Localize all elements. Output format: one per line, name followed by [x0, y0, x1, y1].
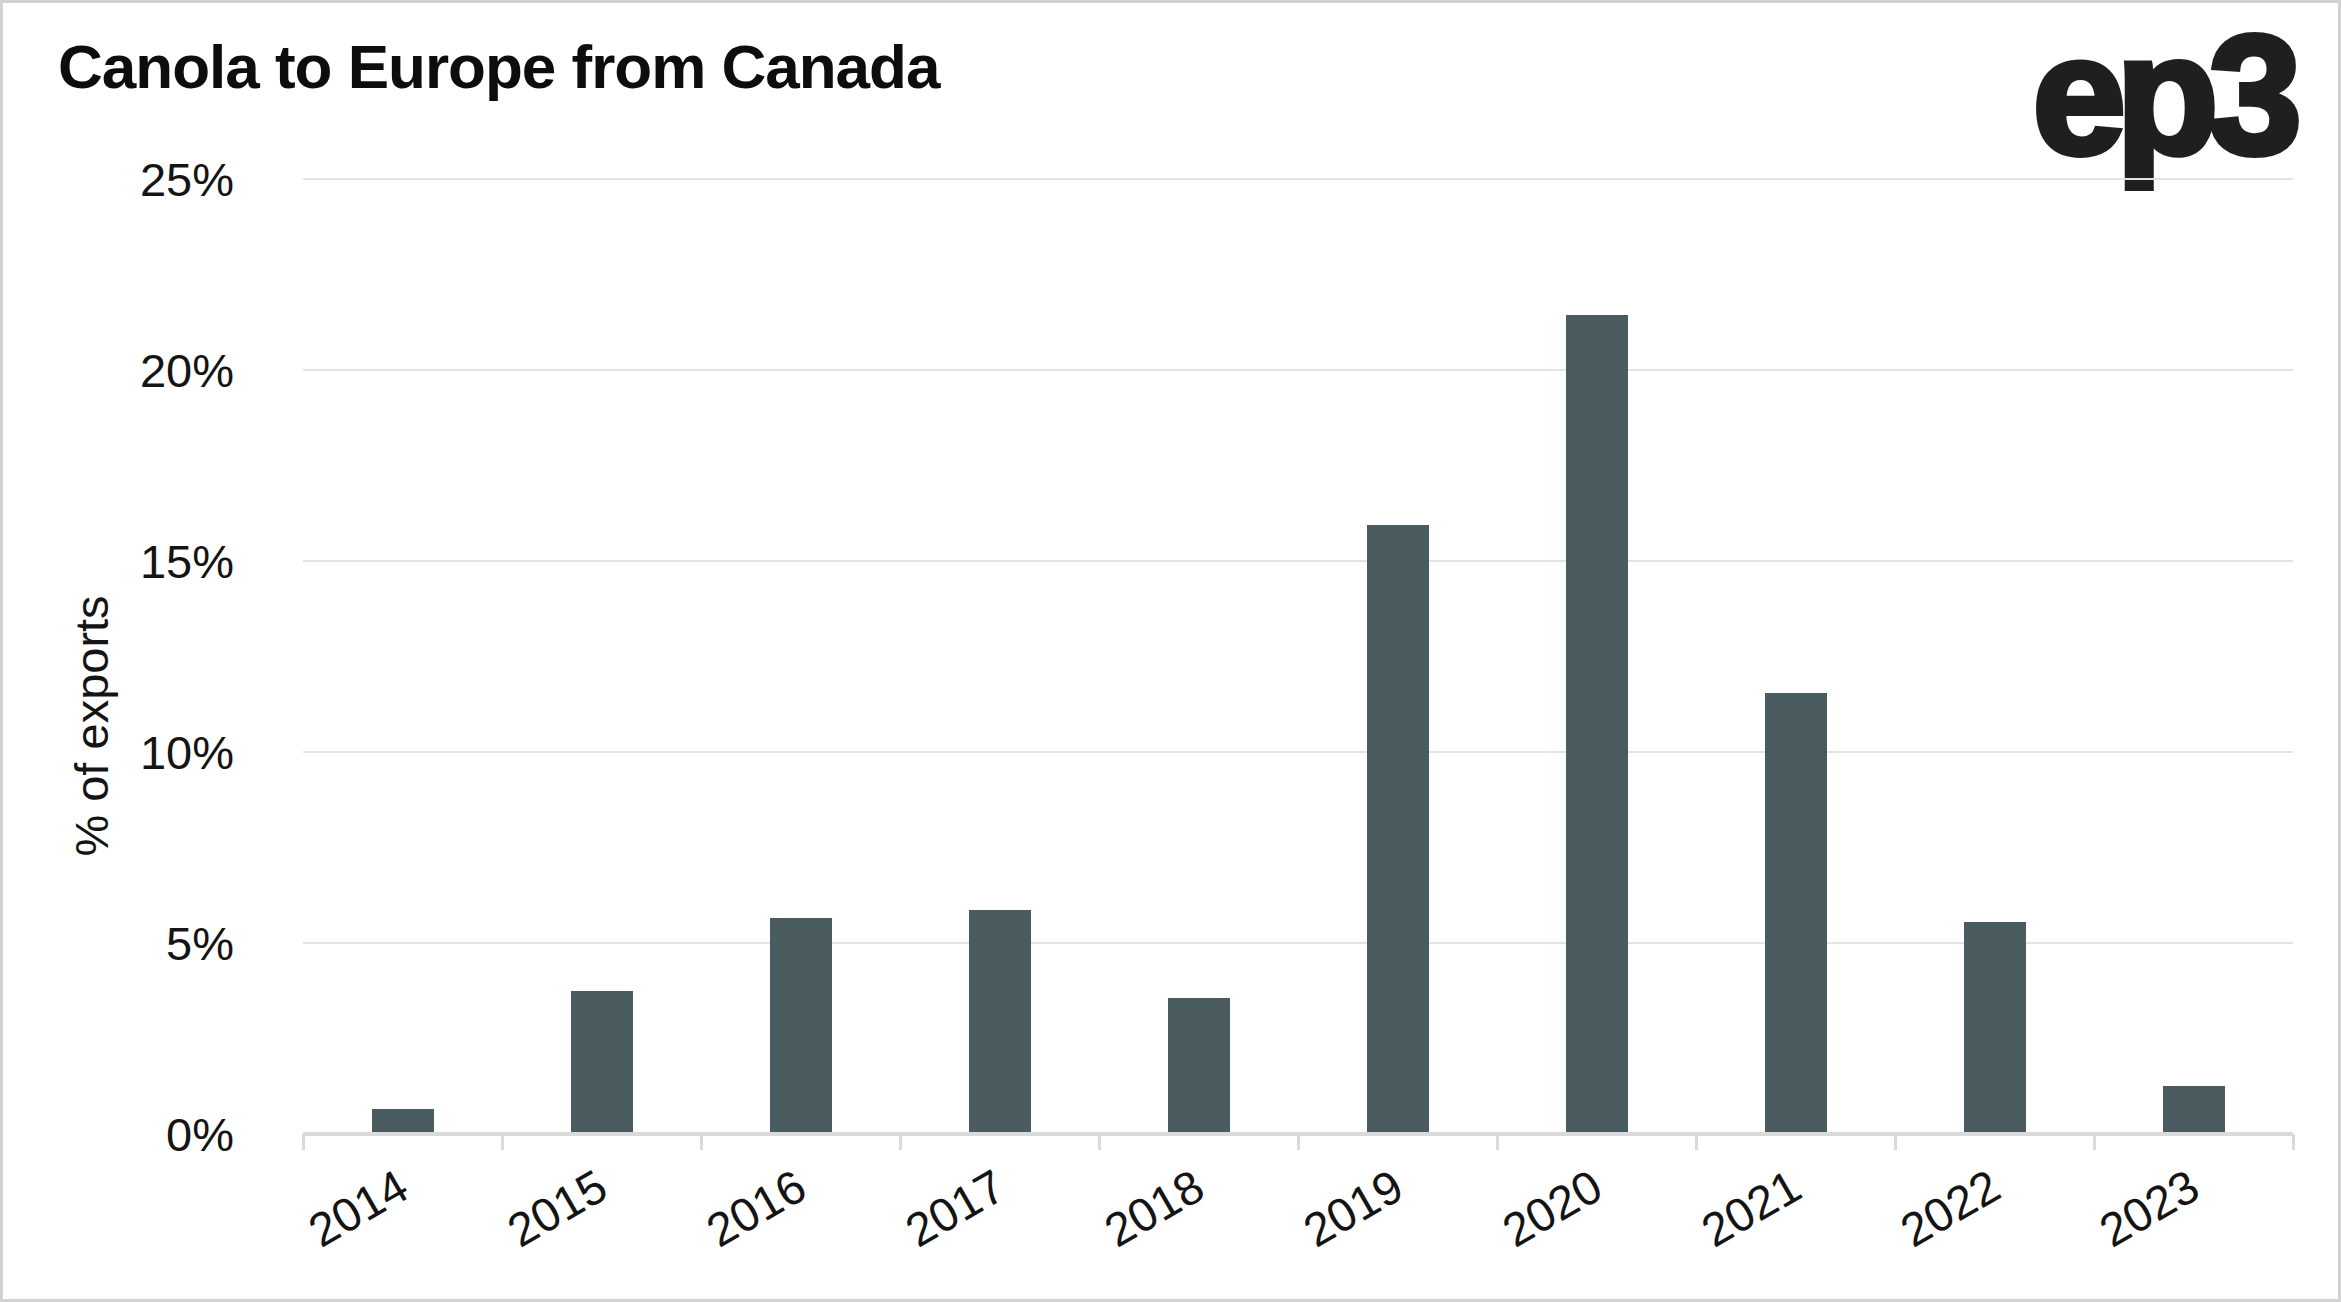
- x-axis-tick: [2093, 1134, 2096, 1150]
- y-tick-label-10: 10%: [140, 725, 234, 780]
- y-tick-label-20: 20%: [140, 343, 234, 398]
- bar-2018: [1168, 998, 1230, 1132]
- gridline-20: [303, 369, 2293, 371]
- x-tick-label-2022: 2022: [1890, 1158, 2008, 1258]
- x-axis-tick: [1297, 1134, 1300, 1150]
- x-axis-tick: [1894, 1134, 1897, 1150]
- bar-2019: [1367, 525, 1429, 1132]
- y-tick-label-0: 0%: [166, 1107, 234, 1162]
- bar-2015: [571, 991, 633, 1132]
- bar-2020: [1566, 315, 1628, 1132]
- chart-title: Canola to Europe from Canada: [58, 31, 939, 102]
- gridline-15: [303, 560, 2293, 562]
- ep3-logo: ep3: [2019, 0, 2299, 197]
- x-tick-label-2023: 2023: [2089, 1158, 2207, 1258]
- chart-canvas: Canola to Europe from Canada ep3 % of ex…: [0, 0, 2341, 1302]
- x-tick-label-2016: 2016: [696, 1158, 814, 1258]
- x-axis-tick: [302, 1134, 305, 1150]
- x-tick-label-2020: 2020: [1492, 1158, 1610, 1258]
- x-tick-label-2019: 2019: [1293, 1158, 1411, 1258]
- x-axis-tick: [1098, 1134, 1101, 1150]
- x-tick-label-2014: 2014: [298, 1158, 416, 1258]
- x-tick-label-2015: 2015: [497, 1158, 615, 1258]
- x-tick-label-2021: 2021: [1691, 1158, 1809, 1258]
- x-axis-tick: [899, 1134, 902, 1150]
- x-axis-tick: [1496, 1134, 1499, 1150]
- gridline-25: [303, 178, 2293, 180]
- x-tick-label-2017: 2017: [895, 1158, 1013, 1258]
- y-tick-label-25: 25%: [140, 152, 234, 207]
- y-tick-label-5: 5%: [166, 916, 234, 971]
- x-tick-label-2018: 2018: [1094, 1158, 1212, 1258]
- y-axis-title: % of exports: [64, 595, 119, 856]
- x-axis-tick: [501, 1134, 504, 1150]
- gridline-10: [303, 751, 2293, 753]
- x-axis-tick: [1695, 1134, 1698, 1150]
- y-tick-label-15: 15%: [140, 534, 234, 589]
- bar-2021: [1765, 693, 1827, 1132]
- bar-2014: [372, 1109, 434, 1132]
- bar-2023: [2163, 1086, 2225, 1132]
- bar-2017: [969, 910, 1031, 1132]
- bar-2022: [1964, 922, 2026, 1132]
- x-axis-tick: [700, 1134, 703, 1150]
- x-axis-tick: [2292, 1134, 2295, 1150]
- bar-2016: [770, 918, 832, 1132]
